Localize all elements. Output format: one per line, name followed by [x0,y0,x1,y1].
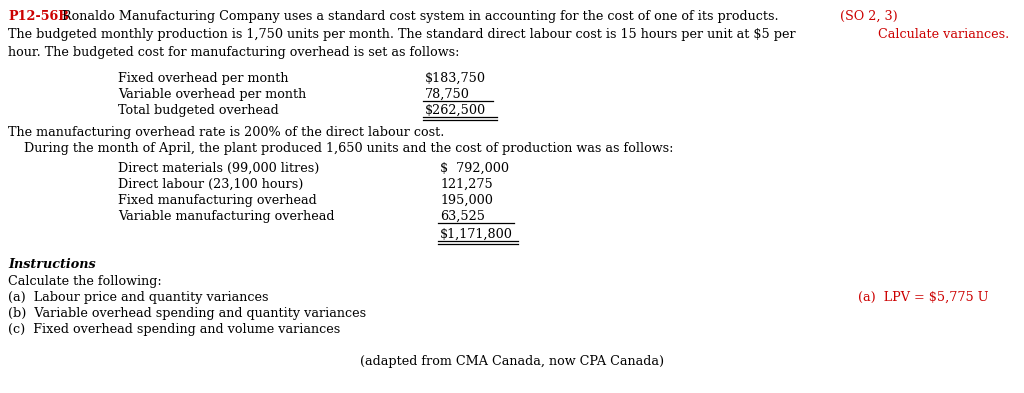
Text: Fixed manufacturing overhead: Fixed manufacturing overhead [118,194,316,207]
Text: (adapted from CMA Canada, now CPA Canada): (adapted from CMA Canada, now CPA Canada… [360,355,664,368]
Text: (SO 2, 3): (SO 2, 3) [840,10,898,23]
Text: Ronaldo Manufacturing Company uses a standard cost system in accounting for the : Ronaldo Manufacturing Company uses a sta… [62,10,778,23]
Text: Fixed overhead per month: Fixed overhead per month [118,72,289,85]
Text: Total budgeted overhead: Total budgeted overhead [118,104,279,117]
Text: (a)  LPV = $5,775 U: (a) LPV = $5,775 U [858,291,988,304]
Text: (b)  Variable overhead spending and quantity variances: (b) Variable overhead spending and quant… [8,307,367,320]
Text: Calculate the following:: Calculate the following: [8,275,162,288]
Text: Instructions: Instructions [8,258,95,271]
Text: Direct materials (99,000 litres): Direct materials (99,000 litres) [118,162,319,175]
Text: Calculate variances.: Calculate variances. [878,28,1010,41]
Text: Direct labour (23,100 hours): Direct labour (23,100 hours) [118,178,303,191]
Text: 121,275: 121,275 [440,178,493,191]
Text: $1,171,800: $1,171,800 [440,228,513,241]
Text: The budgeted monthly production is 1,750 units per month. The standard direct la: The budgeted monthly production is 1,750… [8,28,796,41]
Text: Variable manufacturing overhead: Variable manufacturing overhead [118,210,335,223]
Text: P12-56B: P12-56B [8,10,69,23]
Text: 78,750: 78,750 [425,88,470,101]
Text: Variable overhead per month: Variable overhead per month [118,88,306,101]
Text: hour. The budgeted cost for manufacturing overhead is set as follows:: hour. The budgeted cost for manufacturin… [8,46,460,59]
Text: (a)  Labour price and quantity variances: (a) Labour price and quantity variances [8,291,268,304]
Text: $  792,000: $ 792,000 [440,162,509,175]
Text: $183,750: $183,750 [425,72,486,85]
Text: (c)  Fixed overhead spending and volume variances: (c) Fixed overhead spending and volume v… [8,323,340,336]
Text: 195,000: 195,000 [440,194,493,207]
Text: 63,525: 63,525 [440,210,485,223]
Text: During the month of April, the plant produced 1,650 units and the cost of produc: During the month of April, the plant pro… [8,142,674,155]
Text: $262,500: $262,500 [425,104,486,117]
Text: The manufacturing overhead rate is 200% of the direct labour cost.: The manufacturing overhead rate is 200% … [8,126,444,139]
